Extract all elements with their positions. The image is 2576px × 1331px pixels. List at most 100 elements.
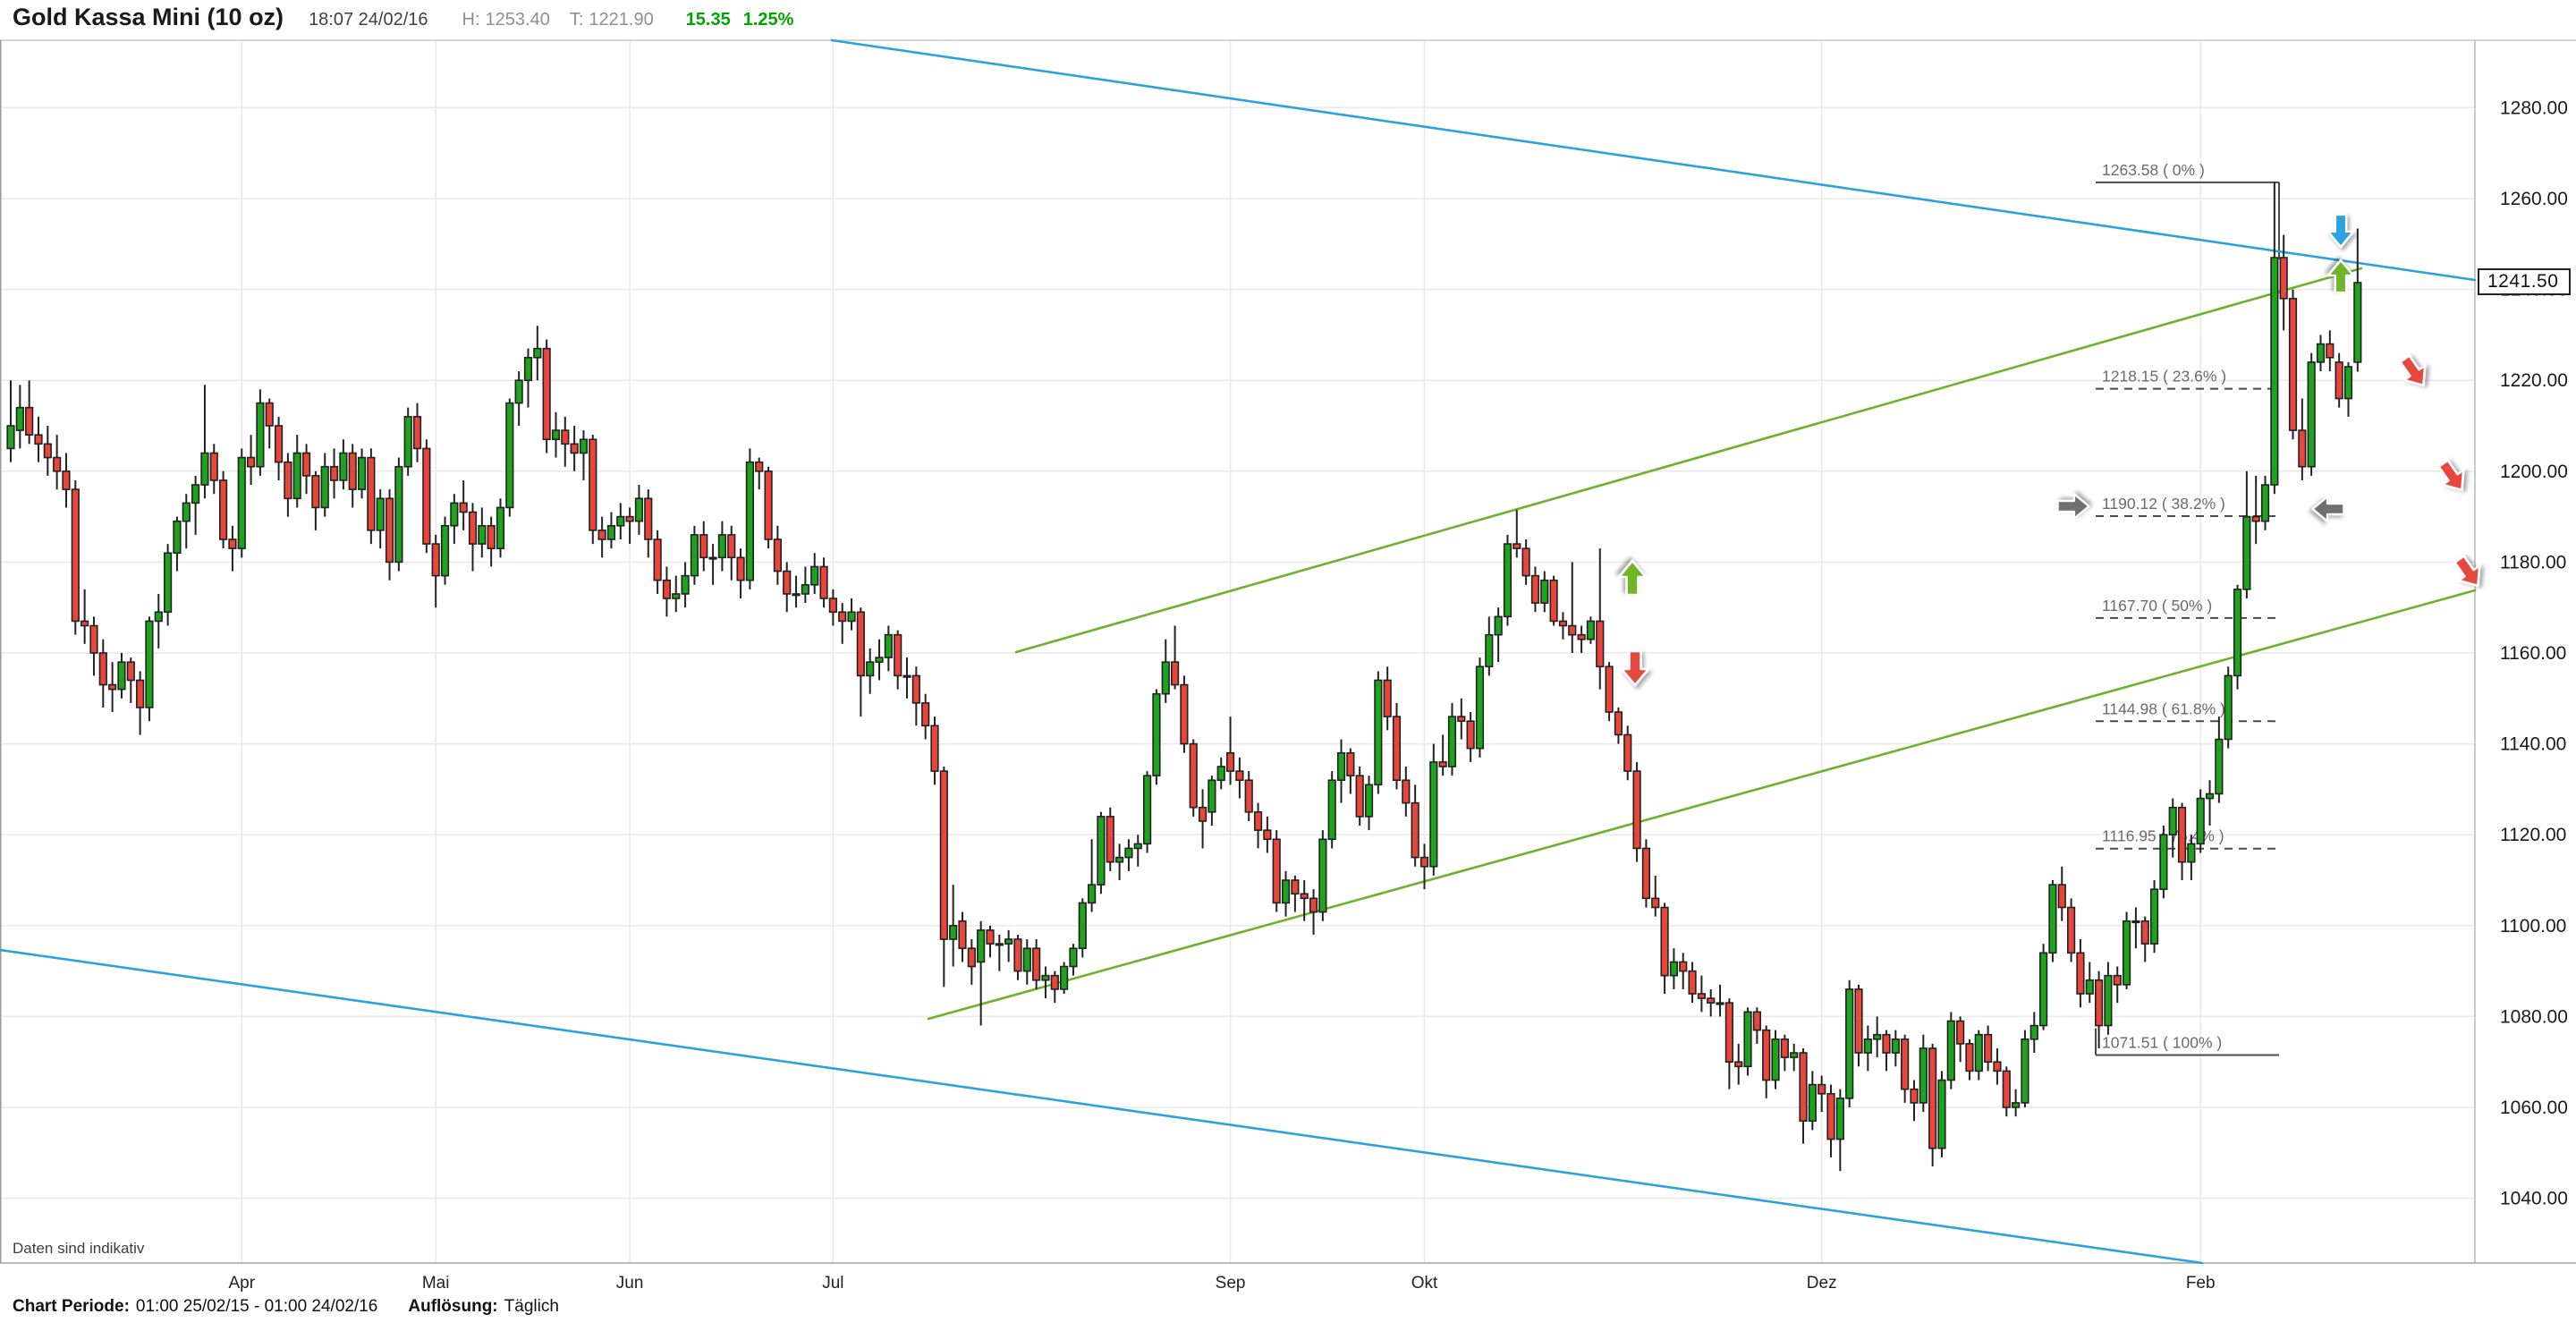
candle bbox=[1336, 739, 1346, 803]
candle bbox=[1309, 889, 1318, 935]
candle bbox=[487, 516, 496, 567]
candle bbox=[1679, 953, 1688, 989]
candle bbox=[412, 403, 422, 462]
candle bbox=[320, 453, 329, 517]
candle bbox=[597, 516, 606, 558]
candle bbox=[108, 662, 117, 713]
svg-text:1280.00: 1280.00 bbox=[2500, 97, 2568, 118]
candle bbox=[866, 648, 875, 694]
candle bbox=[1411, 784, 1419, 867]
candle bbox=[561, 416, 570, 467]
candle bbox=[939, 767, 948, 988]
sell-signal-feb-arrow bbox=[2326, 213, 2355, 249]
candle bbox=[1133, 835, 1142, 867]
svg-text:Okt: Okt bbox=[1411, 1274, 1438, 1293]
ascending-channel-top[interactable] bbox=[1014, 267, 2363, 654]
candle bbox=[182, 494, 191, 549]
candle bbox=[2029, 1012, 2038, 1054]
candle bbox=[450, 494, 459, 545]
candle bbox=[1225, 716, 1235, 785]
svg-text:1100.00: 1100.00 bbox=[2500, 916, 2566, 937]
candle bbox=[1577, 625, 1586, 653]
svg-text:Jul: Jul bbox=[822, 1274, 843, 1293]
ascending-channel-bottom[interactable] bbox=[927, 589, 2477, 1021]
candle bbox=[1596, 548, 1605, 690]
candle bbox=[1170, 625, 1180, 690]
candle bbox=[1568, 562, 1577, 653]
trendlines bbox=[0, 38, 2477, 1265]
buy-signal-feb-arrow bbox=[2326, 259, 2355, 294]
candle bbox=[1142, 771, 1152, 853]
candle bbox=[496, 498, 505, 558]
candle bbox=[1447, 702, 1457, 776]
candle bbox=[2085, 962, 2094, 1004]
candle bbox=[2140, 916, 2149, 962]
candles bbox=[6, 182, 2362, 1172]
svg-text:Dez: Dez bbox=[1807, 1274, 1837, 1293]
level-pointer-left-arrow bbox=[2056, 493, 2090, 520]
candle bbox=[284, 453, 292, 517]
candle bbox=[736, 548, 745, 599]
candle bbox=[1475, 657, 1485, 758]
candle bbox=[1392, 702, 1402, 790]
candle bbox=[2076, 939, 2085, 1008]
candle bbox=[1124, 839, 1133, 871]
candle bbox=[1235, 757, 1244, 799]
candle bbox=[191, 475, 200, 535]
svg-text:1220.00: 1220.00 bbox=[2500, 370, 2568, 391]
candle bbox=[2177, 802, 2187, 880]
candle bbox=[2215, 716, 2224, 803]
candle bbox=[1984, 1025, 1993, 1072]
candle bbox=[653, 530, 662, 594]
candle bbox=[6, 380, 15, 462]
candle bbox=[1919, 1034, 1928, 1113]
candle bbox=[681, 562, 690, 608]
candle bbox=[1974, 1030, 1983, 1081]
candle bbox=[1716, 984, 1724, 1017]
candle bbox=[2260, 475, 2270, 530]
candle bbox=[367, 448, 376, 545]
candle bbox=[1346, 748, 1355, 794]
fib-level-label: 1190.12 ( 38.2% ) bbox=[2102, 495, 2225, 513]
candle bbox=[1078, 898, 1087, 958]
candle bbox=[145, 616, 154, 722]
candle bbox=[995, 934, 1004, 971]
candle bbox=[708, 544, 717, 585]
candle bbox=[1743, 1007, 1752, 1076]
fibonacci-retracement: 1263.58 ( 0% ) 1218.15 ( 23.6% ) 1190.12 (… bbox=[2095, 161, 2280, 1056]
candle bbox=[2131, 907, 2140, 949]
candle bbox=[2057, 866, 2066, 921]
candle bbox=[894, 630, 902, 690]
candle bbox=[1669, 948, 1678, 989]
candle bbox=[690, 525, 699, 585]
candle bbox=[1956, 1016, 1965, 1063]
candle bbox=[1734, 1043, 1743, 1085]
svg-text:Apr: Apr bbox=[228, 1274, 255, 1293]
candle bbox=[1050, 971, 1059, 1004]
candle bbox=[1818, 1075, 1826, 1113]
candle bbox=[2224, 666, 2233, 749]
candle bbox=[1623, 725, 1632, 781]
last-price-marker: 1241.50 bbox=[2478, 268, 2571, 295]
svg-text:Mai: Mai bbox=[422, 1274, 450, 1293]
descending-channel-bottom[interactable] bbox=[0, 948, 2204, 1265]
candle bbox=[949, 885, 958, 967]
resolution-value: Täglich bbox=[504, 1297, 559, 1316]
candle bbox=[2012, 1089, 2021, 1117]
candle bbox=[348, 444, 357, 508]
candle bbox=[2307, 352, 2316, 476]
candle bbox=[15, 385, 24, 449]
sell-signal-oct-arrow bbox=[1620, 649, 1650, 687]
target-arrow-2 bbox=[2437, 459, 2465, 492]
descending-channel-top[interactable] bbox=[830, 38, 2477, 282]
candle bbox=[589, 435, 597, 545]
candle bbox=[1808, 1071, 1817, 1131]
chart-header: Gold Kassa Mini (10 oz) 18:07 24/02/16 H… bbox=[13, 4, 806, 39]
resolution-label: Auflösung: bbox=[408, 1297, 498, 1316]
candle bbox=[616, 503, 625, 539]
candle bbox=[1540, 571, 1549, 613]
svg-text:1040.00: 1040.00 bbox=[2500, 1189, 2568, 1209]
